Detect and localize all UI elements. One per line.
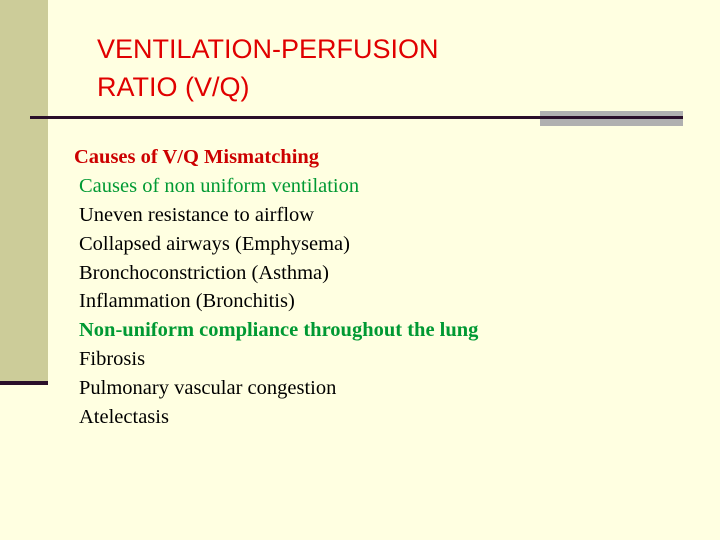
- slide-body: Causes of V/Q Mismatching Causes of non …: [74, 143, 478, 432]
- sidebar-divider: [0, 381, 48, 385]
- list-item: Uneven resistance to airflow: [79, 203, 315, 226]
- list-item: Collapsed airways (Emphysema): [79, 232, 350, 255]
- sidebar-decoration: [0, 0, 48, 382]
- list-item: Bronchoconstriction (Asthma): [79, 261, 329, 284]
- content-heading: Causes of V/Q Mismatching: [74, 146, 320, 168]
- list-item: Non-uniform compliance throughout the lu…: [79, 319, 479, 342]
- title-line-2: RATIO (V/Q): [97, 72, 250, 102]
- list-item: Inflammation (Bronchitis): [79, 290, 295, 313]
- list-item: Fibrosis: [79, 348, 146, 371]
- title-divider-overlay: [540, 116, 683, 119]
- list-item: Pulmonary vascular congestion: [79, 377, 337, 400]
- title-divider: [30, 116, 683, 119]
- list-item: Atelectasis: [79, 406, 169, 429]
- list-item: Causes of non uniform ventilation: [79, 174, 360, 197]
- title-line-1: VENTILATION-PERFUSION: [97, 34, 439, 64]
- slide-title: VENTILATION-PERFUSION RATIO (V/Q): [97, 30, 439, 106]
